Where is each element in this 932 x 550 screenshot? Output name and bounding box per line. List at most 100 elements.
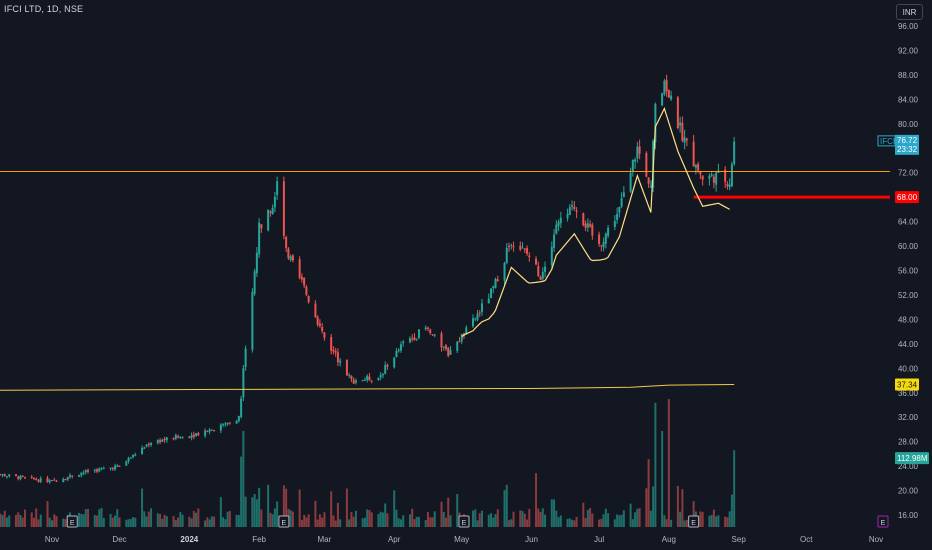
candle-body <box>541 271 544 279</box>
volume-bar <box>109 514 112 527</box>
candle-body <box>665 79 668 92</box>
volume-bar <box>192 510 195 527</box>
volume-bar <box>116 509 119 527</box>
volume-bar <box>150 508 153 527</box>
volume-bar <box>539 511 542 527</box>
volume-bar <box>53 514 56 527</box>
volume-bar <box>14 514 17 527</box>
y-tick-label: 20.00 <box>898 487 919 496</box>
volume-bar <box>408 514 411 527</box>
volume-bar <box>685 519 688 527</box>
volume-bar <box>237 514 240 527</box>
volume-tag-bg <box>895 452 929 465</box>
candle-body <box>618 206 621 213</box>
candle-body <box>424 327 427 330</box>
volume-bar <box>82 514 85 527</box>
volume-bar <box>258 487 261 527</box>
earnings-icon <box>278 515 290 528</box>
candle-body <box>449 350 452 355</box>
volume-bar <box>370 512 373 527</box>
candle-body <box>240 398 243 418</box>
volume-bar <box>724 516 727 527</box>
candle-body <box>521 247 524 249</box>
volume-bar <box>730 494 733 527</box>
candle-body <box>48 480 51 483</box>
volume-bar <box>715 516 718 527</box>
volume-bar <box>1 514 4 527</box>
volume-bar <box>307 514 310 527</box>
candle-body <box>323 332 326 338</box>
candle-body <box>100 468 103 470</box>
candle-body <box>730 164 733 187</box>
candle-body <box>694 165 697 168</box>
volume-bar <box>571 519 574 527</box>
volume-bar <box>255 499 258 527</box>
candle-body <box>379 375 382 378</box>
volume-bar <box>399 519 402 527</box>
volume-bar <box>195 512 198 527</box>
volume-bar <box>305 517 308 527</box>
volume-bar <box>55 516 58 527</box>
volume-bar <box>147 511 150 527</box>
volume-bar <box>449 515 452 527</box>
price-axis: 16.00 20.00 24.00 28.00 32.00 36.00 40.00 44.00… <box>898 22 919 520</box>
candle-body <box>179 436 182 438</box>
volume-bar <box>19 514 22 527</box>
volume-bar <box>586 509 589 527</box>
candle-body <box>235 420 238 424</box>
candle-body <box>226 422 229 424</box>
candle-body <box>654 103 657 143</box>
earnings-upcoming-label: E <box>881 520 886 527</box>
y-tick-label: 28.00 <box>898 438 919 447</box>
volume-bar <box>417 516 420 527</box>
volume-bar <box>433 511 436 527</box>
currency-button[interactable]: INR <box>896 4 923 20</box>
candle-body <box>584 223 587 228</box>
countdown-tag: 23:32 <box>897 145 918 154</box>
candle-body <box>37 480 40 482</box>
volume-bar <box>260 509 263 527</box>
candle-body <box>366 375 369 381</box>
volume-bar <box>143 511 146 527</box>
candle-body <box>156 440 159 444</box>
candle-body <box>174 435 177 439</box>
volume-bar <box>273 508 276 527</box>
volume-bar <box>604 508 607 527</box>
candle-body <box>125 461 128 466</box>
candle-body <box>526 248 529 254</box>
volume-bar <box>132 517 135 527</box>
candle-body <box>289 256 292 261</box>
candle-body <box>96 469 99 472</box>
volume-bars <box>0 399 736 527</box>
candle-body <box>395 350 398 357</box>
candle-body <box>679 122 682 126</box>
candle-body <box>667 90 670 98</box>
candle-body <box>402 341 405 344</box>
candle-body <box>429 329 432 334</box>
volume-tag: 112.98M <box>897 454 928 463</box>
volume-bar <box>728 511 731 527</box>
candle-body <box>141 448 144 454</box>
candle-body <box>177 435 180 438</box>
candle-body <box>726 183 729 187</box>
earnings-label: E <box>691 520 696 527</box>
last-price-bg <box>895 134 919 155</box>
x-tick-label: Mar <box>318 535 332 544</box>
y-tick-label: 60.00 <box>898 242 919 251</box>
volume-bar <box>413 519 416 527</box>
x-tick-label: Apr <box>388 535 401 544</box>
candle-body <box>267 209 270 231</box>
candle-body <box>208 429 211 432</box>
candle-body <box>620 198 623 207</box>
candle-body <box>415 338 418 340</box>
candle-body <box>204 430 207 436</box>
candle-body <box>645 153 648 177</box>
candle-body <box>381 374 384 376</box>
support-price-tag-bg <box>895 191 919 204</box>
volume-bar <box>618 515 621 527</box>
x-tick-label: 2024 <box>180 535 198 544</box>
candle-body <box>345 359 348 376</box>
candle-body <box>476 313 479 320</box>
volume-bar <box>386 513 389 527</box>
